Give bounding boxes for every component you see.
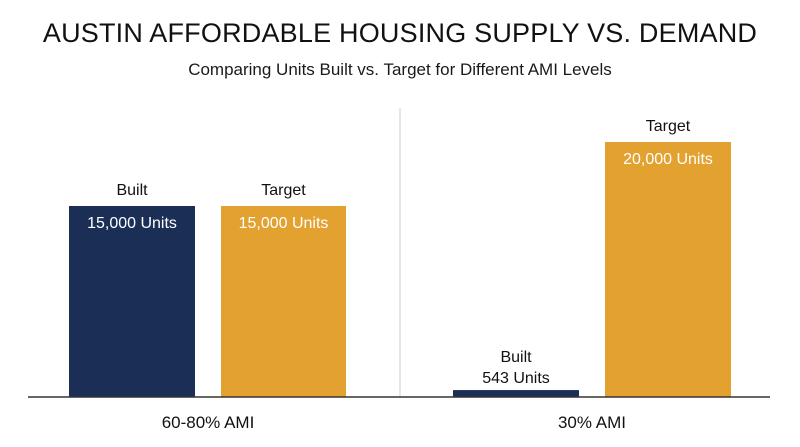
bar-value-label: 15,000 Units — [239, 215, 329, 232]
bar-value-label: 543 Units — [482, 370, 550, 387]
bar-30-ami-built — [453, 390, 579, 397]
bar-30-ami-target — [605, 142, 731, 397]
bar-value-label: 15,000 Units — [87, 215, 177, 232]
bar-name-label: Target — [646, 118, 691, 135]
bar-name-label: Target — [261, 182, 306, 199]
bar-name-label: Built — [116, 182, 148, 199]
chart-title: AUSTIN AFFORDABLE HOUSING SUPPLY VS. DEM… — [42, 18, 758, 48]
bar-name-label: Built — [500, 349, 532, 366]
chart-subtitle: Comparing Units Built vs. Target for Dif… — [188, 60, 612, 79]
bar-60-80-ami-target — [221, 206, 346, 397]
category-label-60-80-ami: 60-80% AMI — [162, 413, 255, 432]
bar-60-80-ami-built — [69, 206, 195, 397]
category-label-30-ami: 30% AMI — [558, 413, 626, 432]
bar-value-label: 20,000 Units — [623, 151, 713, 168]
